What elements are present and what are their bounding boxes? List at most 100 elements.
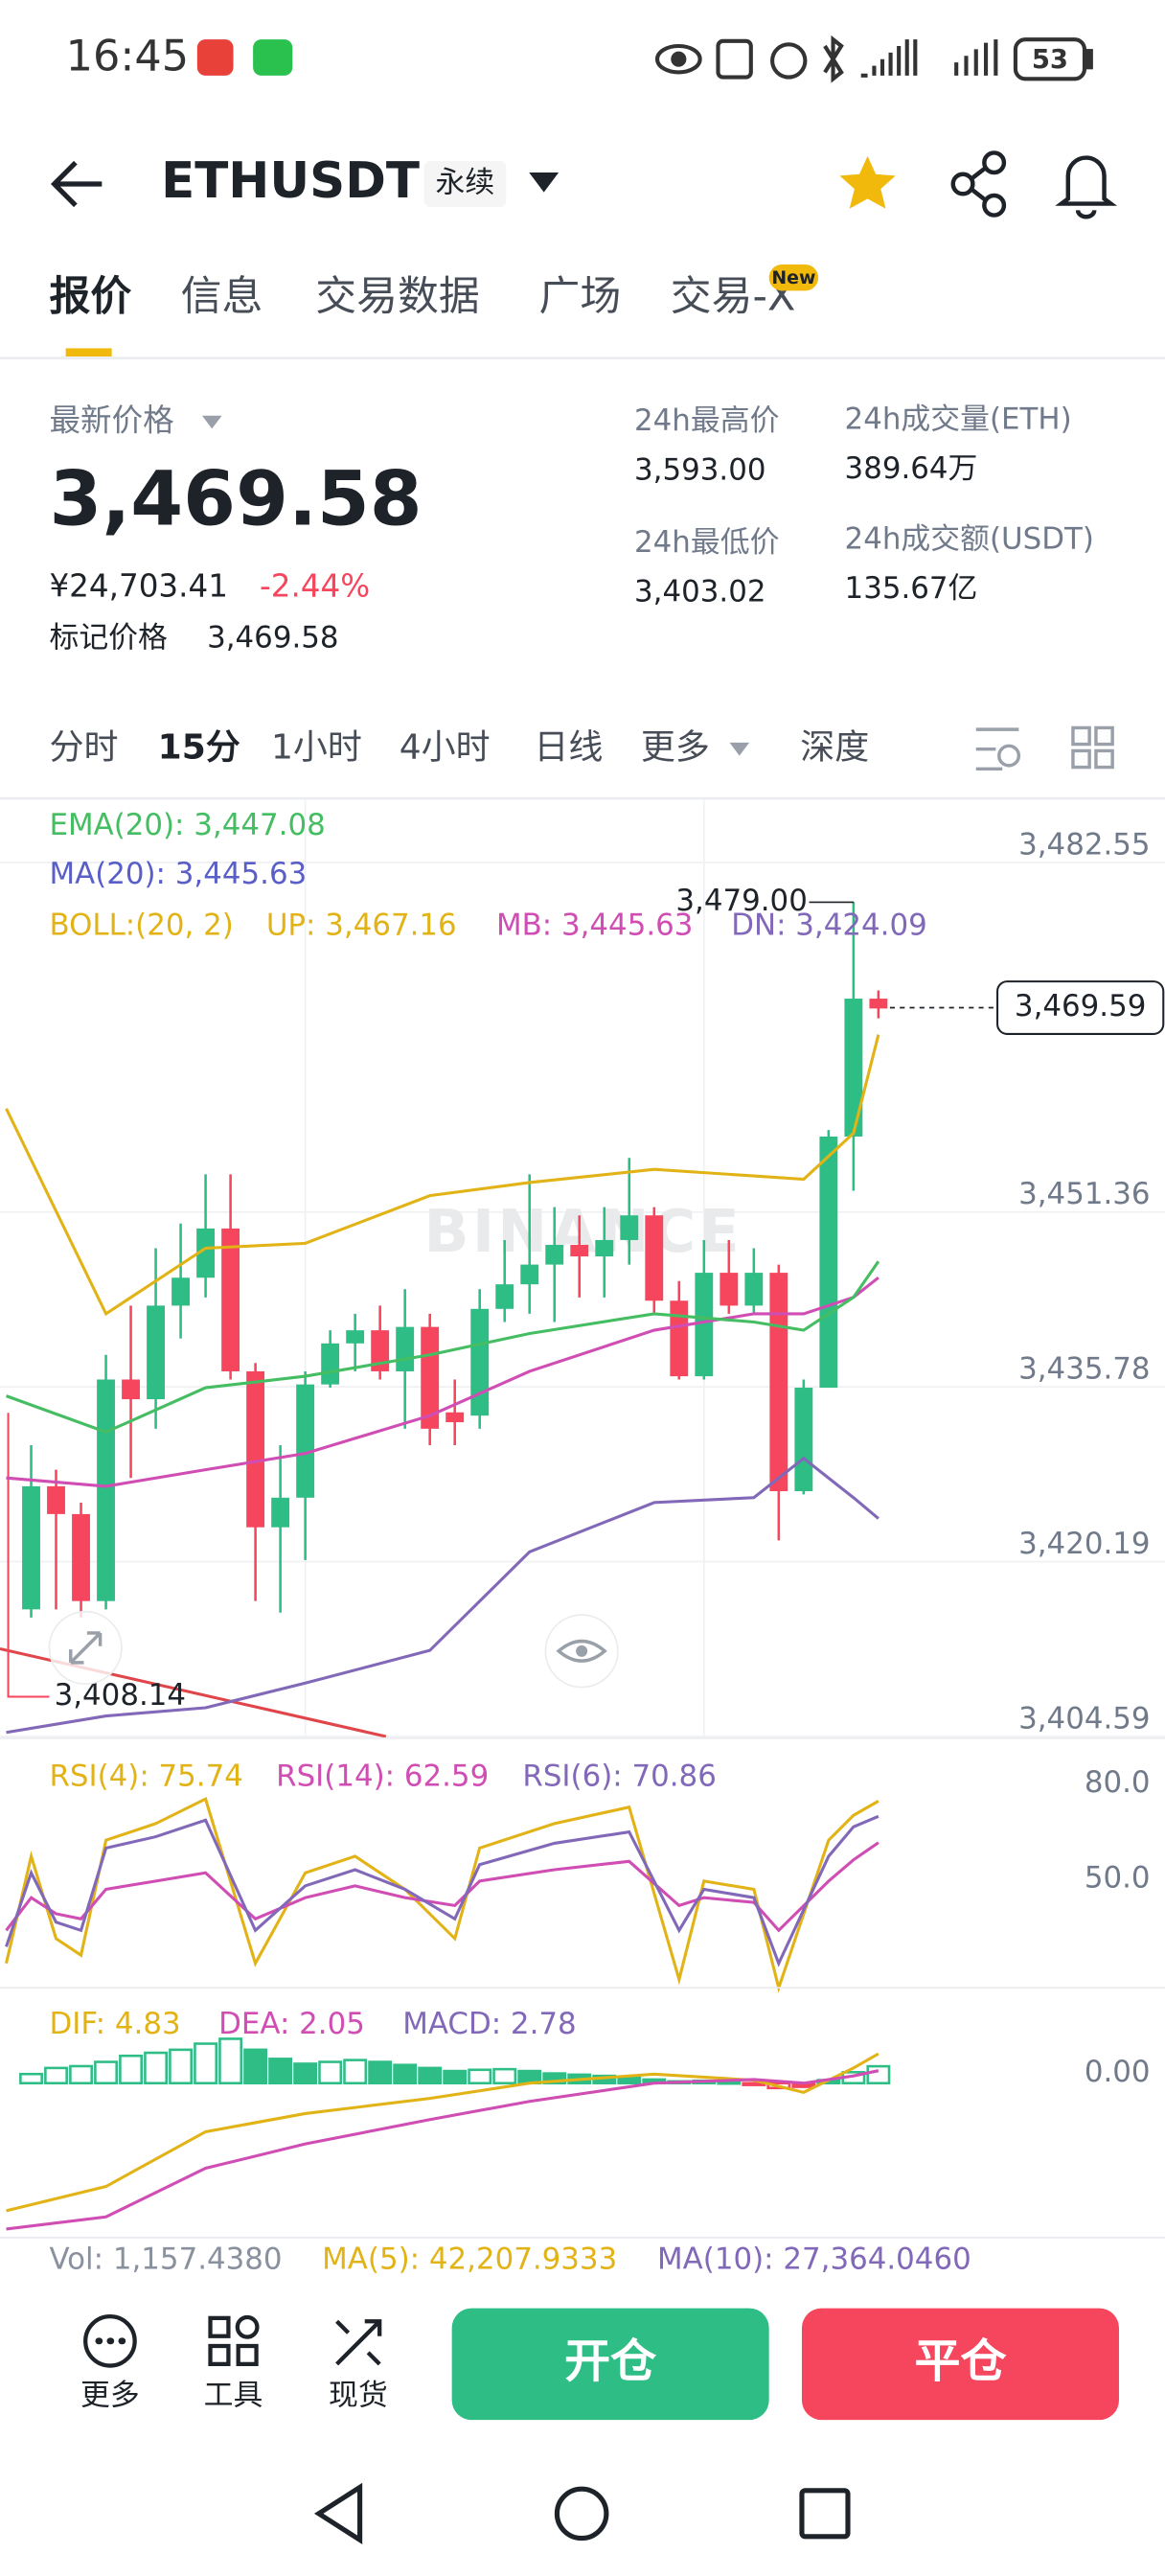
legend-entry: RSI(6): 70.86 (522, 1759, 716, 1793)
share-button[interactable] (950, 150, 1007, 218)
tools-icon[interactable] (208, 2314, 260, 2366)
interval[interactable]: 4小时 (400, 728, 491, 768)
toolbar-label[interactable]: 工具 (204, 2379, 263, 2413)
close-position-button[interactable] (801, 2308, 1119, 2421)
price-label: 最新价格 (49, 402, 173, 439)
candle-body (620, 1215, 639, 1240)
icon-line (975, 727, 1019, 770)
macd-bar (243, 2048, 268, 2085)
candle-body (171, 1277, 191, 1306)
open-label[interactable]: 开仓 (564, 2334, 657, 2388)
symbol: ETHUSDT (161, 152, 420, 210)
tab[interactable]: 广场 (539, 273, 622, 321)
macd-bar (19, 2072, 43, 2085)
favorite-star[interactable] (839, 155, 896, 209)
spot-icon[interactable] (335, 2319, 382, 2366)
candle-body (844, 999, 863, 1137)
y-tick-label: 3,420.19 (1018, 1527, 1150, 1561)
interval[interactable]: 15分 (158, 728, 240, 768)
interval[interactable]: 1小时 (271, 728, 362, 768)
y-tick-label: 3,451.36 (1018, 1177, 1150, 1211)
symbol-dropdown[interactable] (529, 172, 560, 193)
toolbar-label[interactable]: 现货 (329, 2379, 388, 2413)
macd-bar (268, 2058, 293, 2085)
more-icon[interactable] (83, 2314, 137, 2368)
candle-body (645, 1215, 664, 1301)
indicator-line (6, 2052, 879, 2213)
icon-pupil (576, 1644, 588, 1657)
last-price: 3,469.58 (49, 455, 422, 543)
stat-label: 24h成交量(ETH) (845, 402, 1072, 436)
contract-tag: 永续 (435, 166, 494, 200)
candle-body (147, 1305, 165, 1400)
low-marker-line (7, 1413, 50, 1698)
interval[interactable]: 更多 (641, 728, 710, 768)
indicator-line (6, 2069, 879, 2231)
interval[interactable]: 日线 (534, 728, 603, 768)
back-button[interactable] (50, 160, 103, 208)
share-node (982, 150, 1007, 175)
tab-indicator (65, 348, 112, 356)
candle-body (720, 1273, 739, 1306)
candle-body (445, 1412, 465, 1423)
indicator-line (6, 1276, 879, 1488)
change: -2.44% (260, 568, 370, 605)
toolbar-label[interactable]: 更多 (80, 2379, 140, 2413)
nav-home[interactable] (554, 2486, 609, 2542)
icon-cell (1071, 725, 1091, 747)
candle-body (271, 1497, 290, 1528)
close-label[interactable]: 平仓 (914, 2334, 1007, 2388)
nav-recents[interactable] (799, 2488, 851, 2540)
layout-icon[interactable] (1071, 725, 1114, 770)
open-position-button[interactable] (451, 2308, 769, 2421)
candle-body (321, 1343, 340, 1385)
dropdown-arrow (729, 742, 750, 756)
macd-bar (717, 2081, 742, 2085)
candle-body (470, 1308, 490, 1416)
macd-bar (468, 2068, 492, 2085)
candle-body (47, 1485, 65, 1514)
stat-value: 389.64万 (845, 451, 978, 486)
tab[interactable]: 交易数据 (315, 273, 479, 321)
icon-cell (208, 2315, 231, 2338)
bluetooth-icon (823, 34, 844, 83)
macd-bar (144, 2051, 169, 2085)
macd-bar (443, 2069, 468, 2085)
tab[interactable]: 信息 (181, 273, 263, 321)
legend-entry: MA(20): 3,445.63 (49, 857, 307, 891)
interval[interactable]: 分时 (49, 728, 118, 768)
macd-bar (542, 2072, 567, 2085)
macd-bar (169, 2048, 194, 2085)
candle-body (221, 1228, 240, 1371)
nav-back[interactable] (313, 2482, 363, 2544)
macd-bar (368, 2060, 393, 2085)
alert-bell[interactable] (1055, 155, 1118, 219)
legend-entry: UP: 3,467.16 (266, 908, 457, 942)
macd-bar (218, 2037, 243, 2085)
candle-body (72, 1513, 90, 1601)
visibility-icon[interactable] (544, 1614, 619, 1689)
candle-body (371, 1330, 390, 1371)
status-apps (196, 39, 293, 76)
indicator-line (5, 1034, 880, 1317)
legend-entry: RSI(4): 75.74 (49, 1759, 242, 1793)
candle-body (819, 1136, 838, 1389)
candle-body (97, 1379, 115, 1601)
tab[interactable]: 报价 (49, 273, 131, 321)
candle-body (595, 1239, 614, 1257)
indicator-line (6, 1456, 879, 1735)
chart-settings-icon[interactable] (975, 727, 1021, 770)
legend-entry: EMA(20): 3,447.08 (49, 808, 325, 842)
icon-cell (1094, 725, 1114, 747)
y-tick-label: 0.00 (1085, 2055, 1151, 2089)
chart-layer: 3,482.55 3,451.36 3,435.78 3,420.19 3,404.59… (0, 799, 1165, 2231)
icon-cell (208, 2343, 231, 2366)
dropdown-arrow (201, 415, 222, 429)
icon-ring (83, 2314, 137, 2368)
new-badge: New (771, 267, 815, 288)
interval[interactable]: 深度 (800, 728, 869, 768)
candle-body (695, 1273, 714, 1377)
cny-price: ¥24,703.41 (49, 568, 227, 605)
expand-icon[interactable] (48, 1610, 123, 1685)
